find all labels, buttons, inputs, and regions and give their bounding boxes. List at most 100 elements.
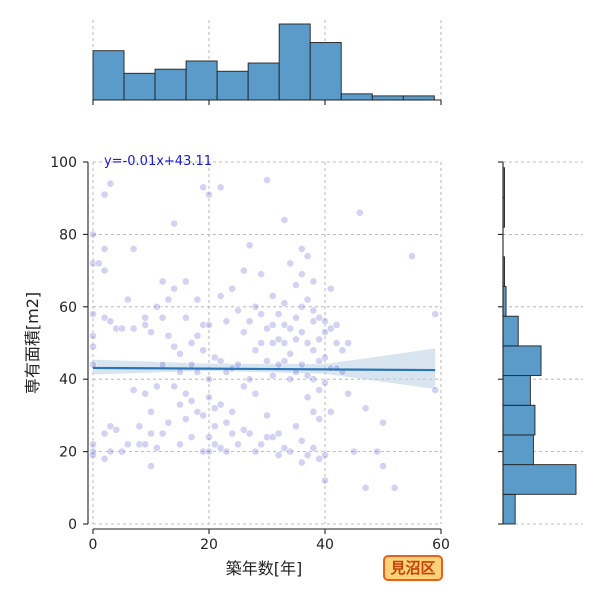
scatter-point <box>292 281 300 289</box>
scatter-point <box>158 360 167 369</box>
scatter-point <box>315 386 324 394</box>
scatter-point <box>297 436 306 445</box>
right-hist-bar <box>502 404 536 436</box>
scatter-point <box>147 407 155 416</box>
scatter-point <box>199 183 208 192</box>
scatter-point <box>286 349 295 358</box>
scatter-point <box>216 183 225 192</box>
scatter-point <box>280 357 289 365</box>
x-tick-label: 0 <box>89 537 98 553</box>
scatter-point <box>199 411 208 420</box>
scatter-point <box>129 244 138 253</box>
top-hist-bar <box>123 72 156 101</box>
scatter-point <box>234 306 242 315</box>
scatter-point <box>170 284 179 293</box>
scatter-point <box>332 339 341 347</box>
scatter-point <box>257 440 266 449</box>
scatter-point <box>344 389 353 398</box>
axes: 0 20 40 60 0 20 40 60 80 100 <box>50 155 450 553</box>
scatter-point <box>187 433 196 442</box>
scatter-point <box>268 371 277 380</box>
scatter-point <box>187 339 196 347</box>
scatter-point <box>292 335 300 344</box>
scatter-point <box>228 429 237 438</box>
scatter-point <box>263 324 271 333</box>
scatter-point <box>263 433 271 442</box>
scatter-point <box>147 429 155 438</box>
scatter-point <box>286 447 295 456</box>
x-axis-title: 築年数[年] <box>226 559 303 578</box>
scatter-point <box>158 429 167 438</box>
scatter-point <box>408 252 416 261</box>
scatter-point <box>216 444 225 452</box>
scatter-point <box>100 429 109 438</box>
scatter-point <box>297 244 306 253</box>
scatter-point <box>268 320 277 329</box>
scatter-point <box>193 407 202 416</box>
scatter-point <box>280 216 289 224</box>
regression-line <box>92 366 436 372</box>
right-hist-bar <box>502 434 534 466</box>
scatter-point <box>303 371 312 380</box>
scatter-point <box>205 190 213 199</box>
scatter-point <box>147 462 155 470</box>
scatter-point <box>216 400 225 409</box>
scatter-point <box>315 313 324 322</box>
top-hist-bar <box>340 93 373 101</box>
right-hist-bar <box>502 464 577 495</box>
scatter-point <box>379 462 387 470</box>
scatter-point <box>379 418 387 427</box>
x-tick-label: 40 <box>316 537 334 553</box>
scatter-point <box>199 346 208 355</box>
scatter-point <box>118 447 126 456</box>
y-tick-label: 80 <box>59 227 77 243</box>
scatter-point <box>303 451 312 460</box>
scatter-point <box>176 400 184 409</box>
scatter-point <box>100 244 109 253</box>
scatter-point <box>94 259 103 268</box>
scatter-point <box>181 277 190 286</box>
scatter-point <box>141 389 150 398</box>
top-hist-bar <box>278 23 311 101</box>
right-hist-bar <box>502 315 519 347</box>
regression-equation-label: y=-0.01x+43.11 <box>104 154 212 169</box>
scatter-point <box>187 397 196 405</box>
scatter-point <box>315 415 324 423</box>
scatter-point <box>280 320 289 329</box>
scatter-point <box>274 335 283 344</box>
scatter-point <box>297 458 306 467</box>
scatter-point <box>297 360 306 369</box>
scatter-point <box>326 407 335 416</box>
scatter-point <box>263 411 271 420</box>
scatter-point <box>431 310 440 318</box>
scatter-point <box>222 317 231 326</box>
scatter-point <box>309 444 318 452</box>
scatter-point <box>309 317 318 326</box>
top-hist-bar <box>185 60 218 101</box>
scatter-point <box>257 339 266 347</box>
scatter-point <box>222 418 231 427</box>
scatter-point <box>257 310 266 318</box>
scatter-point <box>205 393 213 402</box>
y-tick-label: 100 <box>50 155 77 171</box>
x-tick-label: 20 <box>200 537 218 553</box>
scatter-point <box>245 375 254 384</box>
scatter-point <box>112 425 121 434</box>
scatter-point <box>251 346 260 355</box>
y-tick-label: 60 <box>59 300 77 316</box>
top-histogram <box>92 20 442 105</box>
right-histogram <box>498 161 583 525</box>
scatter-point <box>268 292 277 300</box>
scatter-point <box>251 302 260 311</box>
scatter-point <box>164 331 173 340</box>
scatter-point <box>205 320 213 329</box>
scatter-point <box>274 451 283 460</box>
scatter-point <box>274 429 283 438</box>
scatter-point <box>210 404 219 413</box>
scatter-point <box>181 313 190 322</box>
scatter-point <box>390 483 399 492</box>
scatter-point <box>309 277 318 286</box>
regression-layer <box>92 366 436 372</box>
scatter-point <box>141 313 150 322</box>
